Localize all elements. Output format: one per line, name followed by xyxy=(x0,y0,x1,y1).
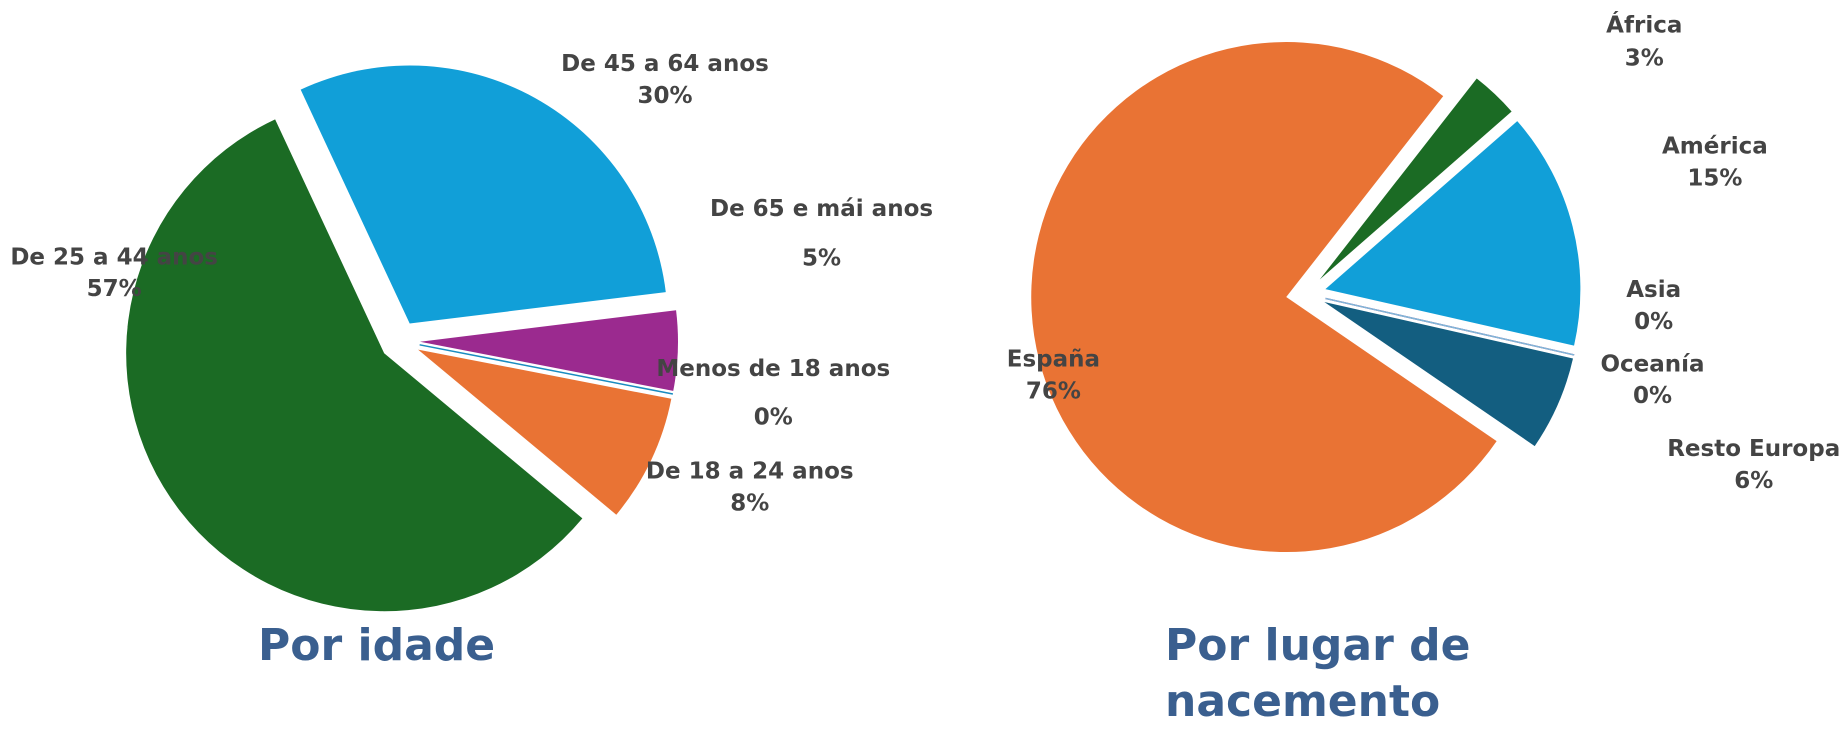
slice-label: Asia xyxy=(1626,277,1681,303)
pie-slice xyxy=(126,119,583,612)
slice-label: De 65 e mái anos xyxy=(710,196,933,222)
slice-label: Menos de 18 anos xyxy=(656,356,890,382)
slice-value: 57% xyxy=(87,276,142,302)
chart-title: Por idade xyxy=(258,620,496,671)
slice-value: 8% xyxy=(730,490,769,516)
pie-slice xyxy=(300,65,666,324)
slice-label: España xyxy=(1007,347,1100,373)
slice-label: De 45 a 64 anos xyxy=(561,51,769,77)
slice-value: 3% xyxy=(1625,45,1664,71)
pie-slice xyxy=(419,310,678,391)
slice-label: América xyxy=(1662,134,1768,160)
slice-label: África xyxy=(1606,10,1682,38)
pie-slice xyxy=(1324,302,1573,447)
pie-slice xyxy=(418,349,672,515)
slice-value: 15% xyxy=(1687,165,1742,191)
slice-value: 0% xyxy=(1634,309,1673,335)
slice-label: De 25 a 44 anos xyxy=(10,244,218,270)
slice-label: Oceanía xyxy=(1600,351,1704,377)
slice-value: 0% xyxy=(1633,383,1672,409)
slice-label: De 18 a 24 anos xyxy=(646,458,854,484)
slice-label: Resto Europa xyxy=(1667,436,1840,462)
pie-slice xyxy=(1319,78,1512,280)
slice-value: 30% xyxy=(637,83,692,109)
slice-value: 0% xyxy=(754,404,793,430)
slice-value: 5% xyxy=(802,245,841,271)
slice-value: 6% xyxy=(1734,468,1773,494)
chart-title: Por lugar de nacemento xyxy=(1165,620,1471,727)
slice-value: 76% xyxy=(1026,378,1081,404)
pie-slice xyxy=(1031,42,1497,553)
pie-slice xyxy=(1325,121,1581,346)
pie-slice xyxy=(419,344,674,395)
